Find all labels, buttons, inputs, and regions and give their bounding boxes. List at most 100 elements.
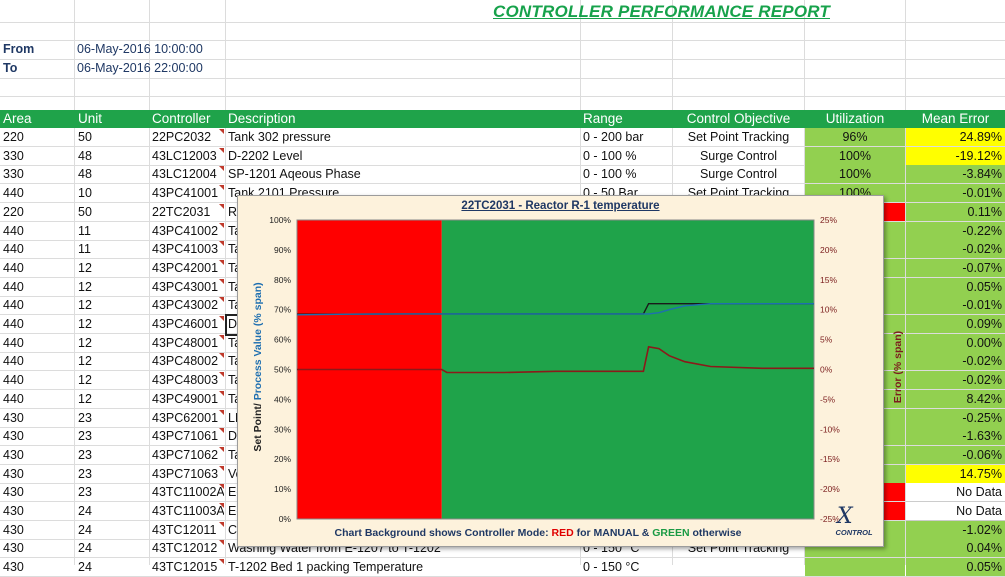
cell-area[interactable]: 440 (3, 261, 24, 275)
comment-indicator-icon[interactable] (219, 428, 224, 433)
cell-range[interactable]: 0 - 200 bar (583, 130, 644, 144)
cell-area[interactable]: 430 (3, 541, 24, 555)
cell-mean-error[interactable]: -0.02% (962, 354, 1002, 368)
cell-mean-error[interactable]: 0.05% (966, 560, 1002, 574)
cell-mean-error[interactable]: -0.02% (962, 242, 1002, 256)
cell-area[interactable]: 440 (3, 336, 24, 350)
cell-unit[interactable]: 23 (78, 411, 92, 425)
cell-area[interactable]: 220 (3, 130, 24, 144)
header-utilization[interactable]: Utilization (825, 111, 885, 126)
cell-controller[interactable]: 43PC48003 (152, 373, 219, 387)
cell-controller[interactable]: 43PC71063 (152, 467, 219, 481)
header-range[interactable]: Range (583, 111, 623, 126)
cell-unit[interactable]: 12 (78, 392, 92, 406)
cell-range[interactable]: 0 - 150 °C (583, 560, 640, 574)
cell-unit[interactable]: 11 (78, 224, 91, 238)
cell-controller[interactable]: 43LC12003 (152, 149, 217, 163)
cell-mean-error[interactable]: -1.63% (962, 429, 1002, 443)
cell-controller[interactable]: 43TC11002A (152, 485, 224, 499)
cell-unit[interactable]: 24 (78, 560, 92, 574)
cell-mean-error[interactable]: -3.84% (962, 167, 1002, 181)
cell-unit[interactable]: 50 (78, 205, 92, 219)
header-description[interactable]: Description (228, 111, 296, 126)
cell-mean-error[interactable]: 8.42% (966, 392, 1002, 406)
cell-unit[interactable]: 12 (78, 298, 92, 312)
cell-unit[interactable]: 12 (78, 261, 92, 275)
cell-area[interactable]: 440 (3, 224, 24, 238)
cell-description[interactable]: SP-1201 Aqeous Phase (228, 167, 361, 181)
cell-description[interactable]: Tank 302 pressure (228, 130, 331, 144)
cell-unit[interactable]: 12 (78, 354, 92, 368)
cell-mean-error[interactable]: 0.04% (966, 541, 1002, 555)
cell-mean-error[interactable]: -0.06% (962, 448, 1002, 462)
comment-indicator-icon[interactable] (219, 185, 224, 190)
cell-area[interactable]: 220 (3, 205, 24, 219)
cell-mean-error[interactable]: -0.01% (962, 186, 1002, 200)
cell-objective[interactable]: Surge Control (699, 149, 778, 163)
cell-unit[interactable]: 24 (78, 504, 92, 518)
cell-controller[interactable]: 43PC71061 (152, 429, 219, 443)
cell-unit[interactable]: 23 (78, 485, 92, 499)
comment-indicator-icon[interactable] (219, 391, 224, 396)
comment-indicator-icon[interactable] (219, 353, 224, 358)
cell-controller[interactable]: 43PC62001 (152, 411, 219, 425)
cell-mean-error[interactable]: -0.02% (962, 373, 1002, 387)
cell-controller[interactable]: 43LC12004 (152, 167, 217, 181)
comment-indicator-icon[interactable] (219, 335, 224, 340)
comment-indicator-icon[interactable] (219, 279, 224, 284)
cell-area[interactable]: 430 (3, 448, 24, 462)
cell-unit[interactable]: 12 (78, 336, 92, 350)
cell-controller[interactable]: 43PC43001 (152, 280, 219, 294)
chart-popup[interactable]: 22TC2031 - Reactor R-1 temperature 0% 10%… (237, 195, 904, 547)
comment-indicator-icon[interactable] (219, 241, 224, 246)
cell-mean-error[interactable]: -0.01% (962, 298, 1002, 312)
cell-range[interactable]: 0 - 100 % (583, 149, 637, 163)
cell-description[interactable]: D-2202 Level (228, 149, 303, 163)
cell-description[interactable]: T-1202 Bed 1 packing Temperature (228, 560, 424, 574)
cell-area[interactable]: 440 (3, 354, 24, 368)
comment-indicator-icon[interactable] (219, 166, 224, 171)
cell-objective[interactable]: Surge Control (699, 167, 778, 181)
cell-unit[interactable]: 12 (78, 373, 92, 387)
cell-mean-error[interactable]: -1.02% (962, 523, 1002, 537)
cell-range[interactable]: 0 - 100 % (583, 167, 637, 181)
header-area[interactable]: Area (3, 111, 32, 126)
cell-utilization[interactable]: 100% (839, 167, 871, 181)
cell-area[interactable]: 440 (3, 373, 24, 387)
cell-unit[interactable]: 48 (78, 167, 92, 181)
cell-area[interactable]: 430 (3, 523, 24, 537)
cell-controller[interactable]: 43PC41001 (152, 186, 219, 200)
cell-mean-error[interactable]: -0.07% (962, 261, 1002, 275)
cell-controller[interactable]: 43TC12012 (152, 541, 218, 555)
cell-controller[interactable]: 43PC42001 (152, 261, 219, 275)
cell-mean-error[interactable]: 0.05% (966, 280, 1002, 294)
comment-indicator-icon[interactable] (219, 316, 224, 321)
cell-unit[interactable]: 24 (78, 523, 92, 537)
cell-mean-error[interactable]: 14.75% (959, 467, 1002, 481)
header-control-objective[interactable]: Control Objective (686, 111, 791, 126)
cell-mean-error[interactable]: No Data (956, 485, 1002, 499)
comment-indicator-icon[interactable] (219, 410, 224, 415)
cell-controller[interactable]: 43TC12015 (152, 560, 218, 574)
comment-indicator-icon[interactable] (219, 223, 224, 228)
header-unit[interactable]: Unit (78, 111, 103, 126)
comment-indicator-icon[interactable] (219, 559, 224, 564)
from-value[interactable]: 06-May-2016 10:00:00 (77, 42, 203, 56)
cell-area[interactable]: 440 (3, 392, 24, 406)
cell-controller[interactable]: 22PC2032 (152, 130, 212, 144)
cell-area[interactable]: 330 (3, 149, 24, 163)
cell-mean-error[interactable]: No Data (956, 504, 1002, 518)
cell-mean-error[interactable]: 0.00% (966, 336, 1002, 350)
cell-area[interactable]: 440 (3, 298, 24, 312)
cell-unit[interactable]: 12 (78, 280, 92, 294)
comment-indicator-icon[interactable] (219, 297, 224, 302)
cell-controller[interactable]: 43PC41002 (152, 224, 219, 238)
cell-utilization[interactable]: 96% (842, 130, 868, 144)
to-value[interactable]: 06-May-2016 22:00:00 (77, 61, 203, 75)
cell-mean-error[interactable]: 0.09% (966, 317, 1002, 331)
cell-area[interactable]: 330 (3, 167, 24, 181)
comment-indicator-icon[interactable] (219, 503, 224, 508)
header-mean-error[interactable]: Mean Error (921, 111, 990, 126)
cell-controller[interactable]: 43PC46001 (152, 317, 219, 331)
cell-unit[interactable]: 24 (78, 541, 92, 555)
